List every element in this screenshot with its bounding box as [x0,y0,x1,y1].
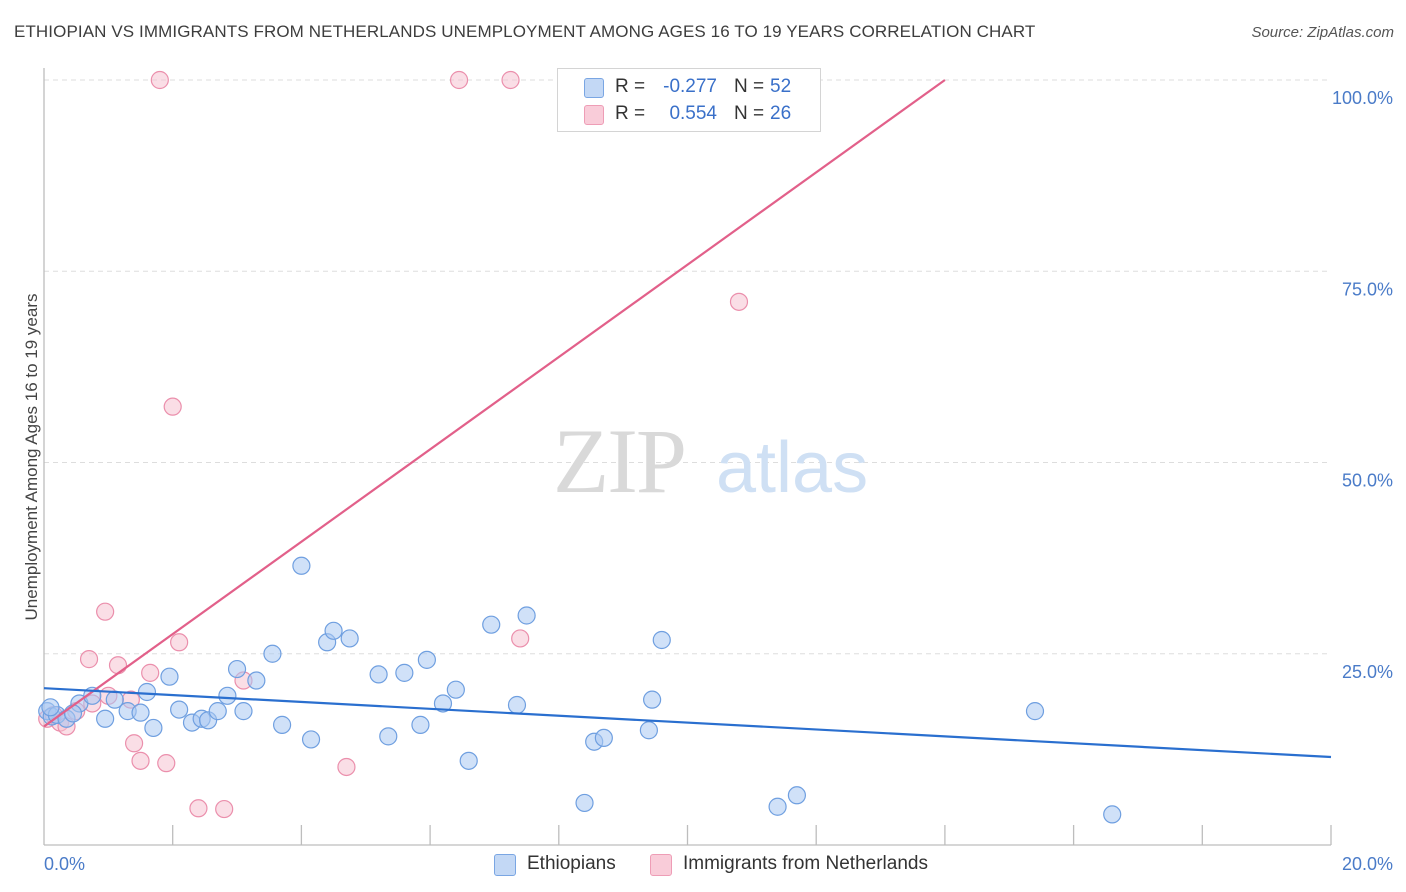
netherlands-point [215,799,234,819]
y-tick-label: 50.0% [1342,471,1393,491]
chart-title: ETHIOPIAN VS IMMIGRANTS FROM NETHERLANDS… [14,22,1036,41]
ethiopians-point [272,715,292,734]
legend-r-value: 0.554 [669,103,717,124]
axes [43,68,1331,846]
ethiopians-point [1103,805,1122,824]
y-tick-label: 100.0% [1332,88,1393,108]
ethiopians-point [96,709,115,728]
ethiopians-point [170,700,189,719]
netherlands-point [79,650,99,669]
netherlands-point [337,757,356,777]
netherlands-point [124,734,144,753]
ethiopians-point [131,703,150,722]
ethiopians-point [137,682,157,702]
trend-lines [43,79,1332,759]
netherlands-point [729,292,749,311]
x-tick-labels: 0.0% 20.0% [44,854,1393,874]
netherlands-point [170,633,189,652]
ethiopians-point [63,704,83,723]
source-credit: Source: ZipAtlas.com [1251,24,1394,41]
legend-n-value: 26 [770,103,792,124]
ethiopians-point [433,694,453,713]
netherlands-point [511,629,530,648]
ethiopians-point [160,667,179,686]
ethiopians-point [227,659,247,679]
netherlands-point [157,754,176,773]
ethiopians-point [218,686,237,705]
ethiopians-trend-line [43,687,1332,759]
series-ethiopians-points [38,556,1122,824]
netherlands-point [96,602,115,621]
legend-label-ethiopians: Ethiopians [527,853,616,874]
ethiopians-point [247,671,266,690]
ethiopians-point [340,629,359,648]
ethiopians-point [369,665,388,684]
netherlands-point [501,70,520,90]
netherlands-point [131,751,150,770]
ethiopians-point [379,727,398,746]
ethiopians-point [208,702,227,721]
netherlands-point [150,70,169,90]
ethiopians-point [324,621,343,640]
correlation-legend: R = -0.277 N = 52 R = 0.554 N = 26 [557,68,821,132]
ethiopians-point [768,797,787,816]
ethiopians-point [482,615,501,634]
legend-swatch-netherlands [584,105,604,125]
netherlands-point [141,663,160,682]
legend-row-ethiopians: R = -0.277 N = 52 [558,75,818,99]
ethiopians-point [594,728,613,748]
legend-label-netherlands: Immigrants from Netherlands [683,853,928,874]
watermark: ZIP atlas [553,410,868,512]
legend-n-label: N = [734,103,765,124]
series-legend: Ethiopians Immigrants from Netherlands [0,852,1406,878]
ethiopians-point [787,786,806,805]
ethiopians-point [234,702,253,721]
y-tick-label: 25.0% [1342,662,1393,682]
legend-r-label: R = [615,103,646,124]
y-tick-labels: 25.0% 50.0% 75.0% 100.0% [1332,88,1393,682]
ethiopians-point [517,606,536,625]
ethiopians-point [639,721,658,740]
y-tick-label: 75.0% [1342,279,1393,299]
watermark-atlas: atlas [716,428,868,508]
legend-n-label: N = [734,76,765,97]
netherlands-point [449,70,469,90]
ethiopians-point [395,663,414,682]
ethiopians-point [292,556,311,575]
legend-n-value: 52 [770,76,792,97]
ethiopians-point [144,718,163,738]
ethiopians-point [41,698,60,717]
legend-r-label: R = [615,76,646,97]
x-tick-label: 0.0% [44,854,85,874]
netherlands-point [108,656,128,675]
netherlands-point [163,397,182,416]
x-tick-label: 20.0% [1342,854,1393,874]
ethiopians-point [575,793,594,813]
legend-r-value: -0.277 [663,76,717,97]
ethiopians-point [507,695,527,715]
gridlines [44,79,1331,655]
watermark-zip: ZIP [553,410,685,512]
ethiopians-point [301,730,321,749]
ethiopians-point [417,650,436,669]
netherlands-point [189,799,208,818]
x-tick-marks [172,825,1332,845]
ethiopians-point [446,680,465,699]
legend-swatch-netherlands [650,854,672,876]
legend-row-netherlands: R = 0.554 N = 26 [558,102,818,126]
ethiopians-point [643,690,662,709]
ethiopians-point [1025,702,1045,721]
legend-swatch-ethiopians [494,854,516,876]
y-axis-label: Unemployment Among Ages 16 to 19 years [22,294,41,621]
ethiopians-point [459,751,478,770]
ethiopians-point [411,715,430,734]
netherlands-trend-line [43,79,946,728]
ethiopians-point [652,630,671,650]
legend-swatch-ethiopians [584,78,604,98]
ethiopians-point [263,644,282,663]
